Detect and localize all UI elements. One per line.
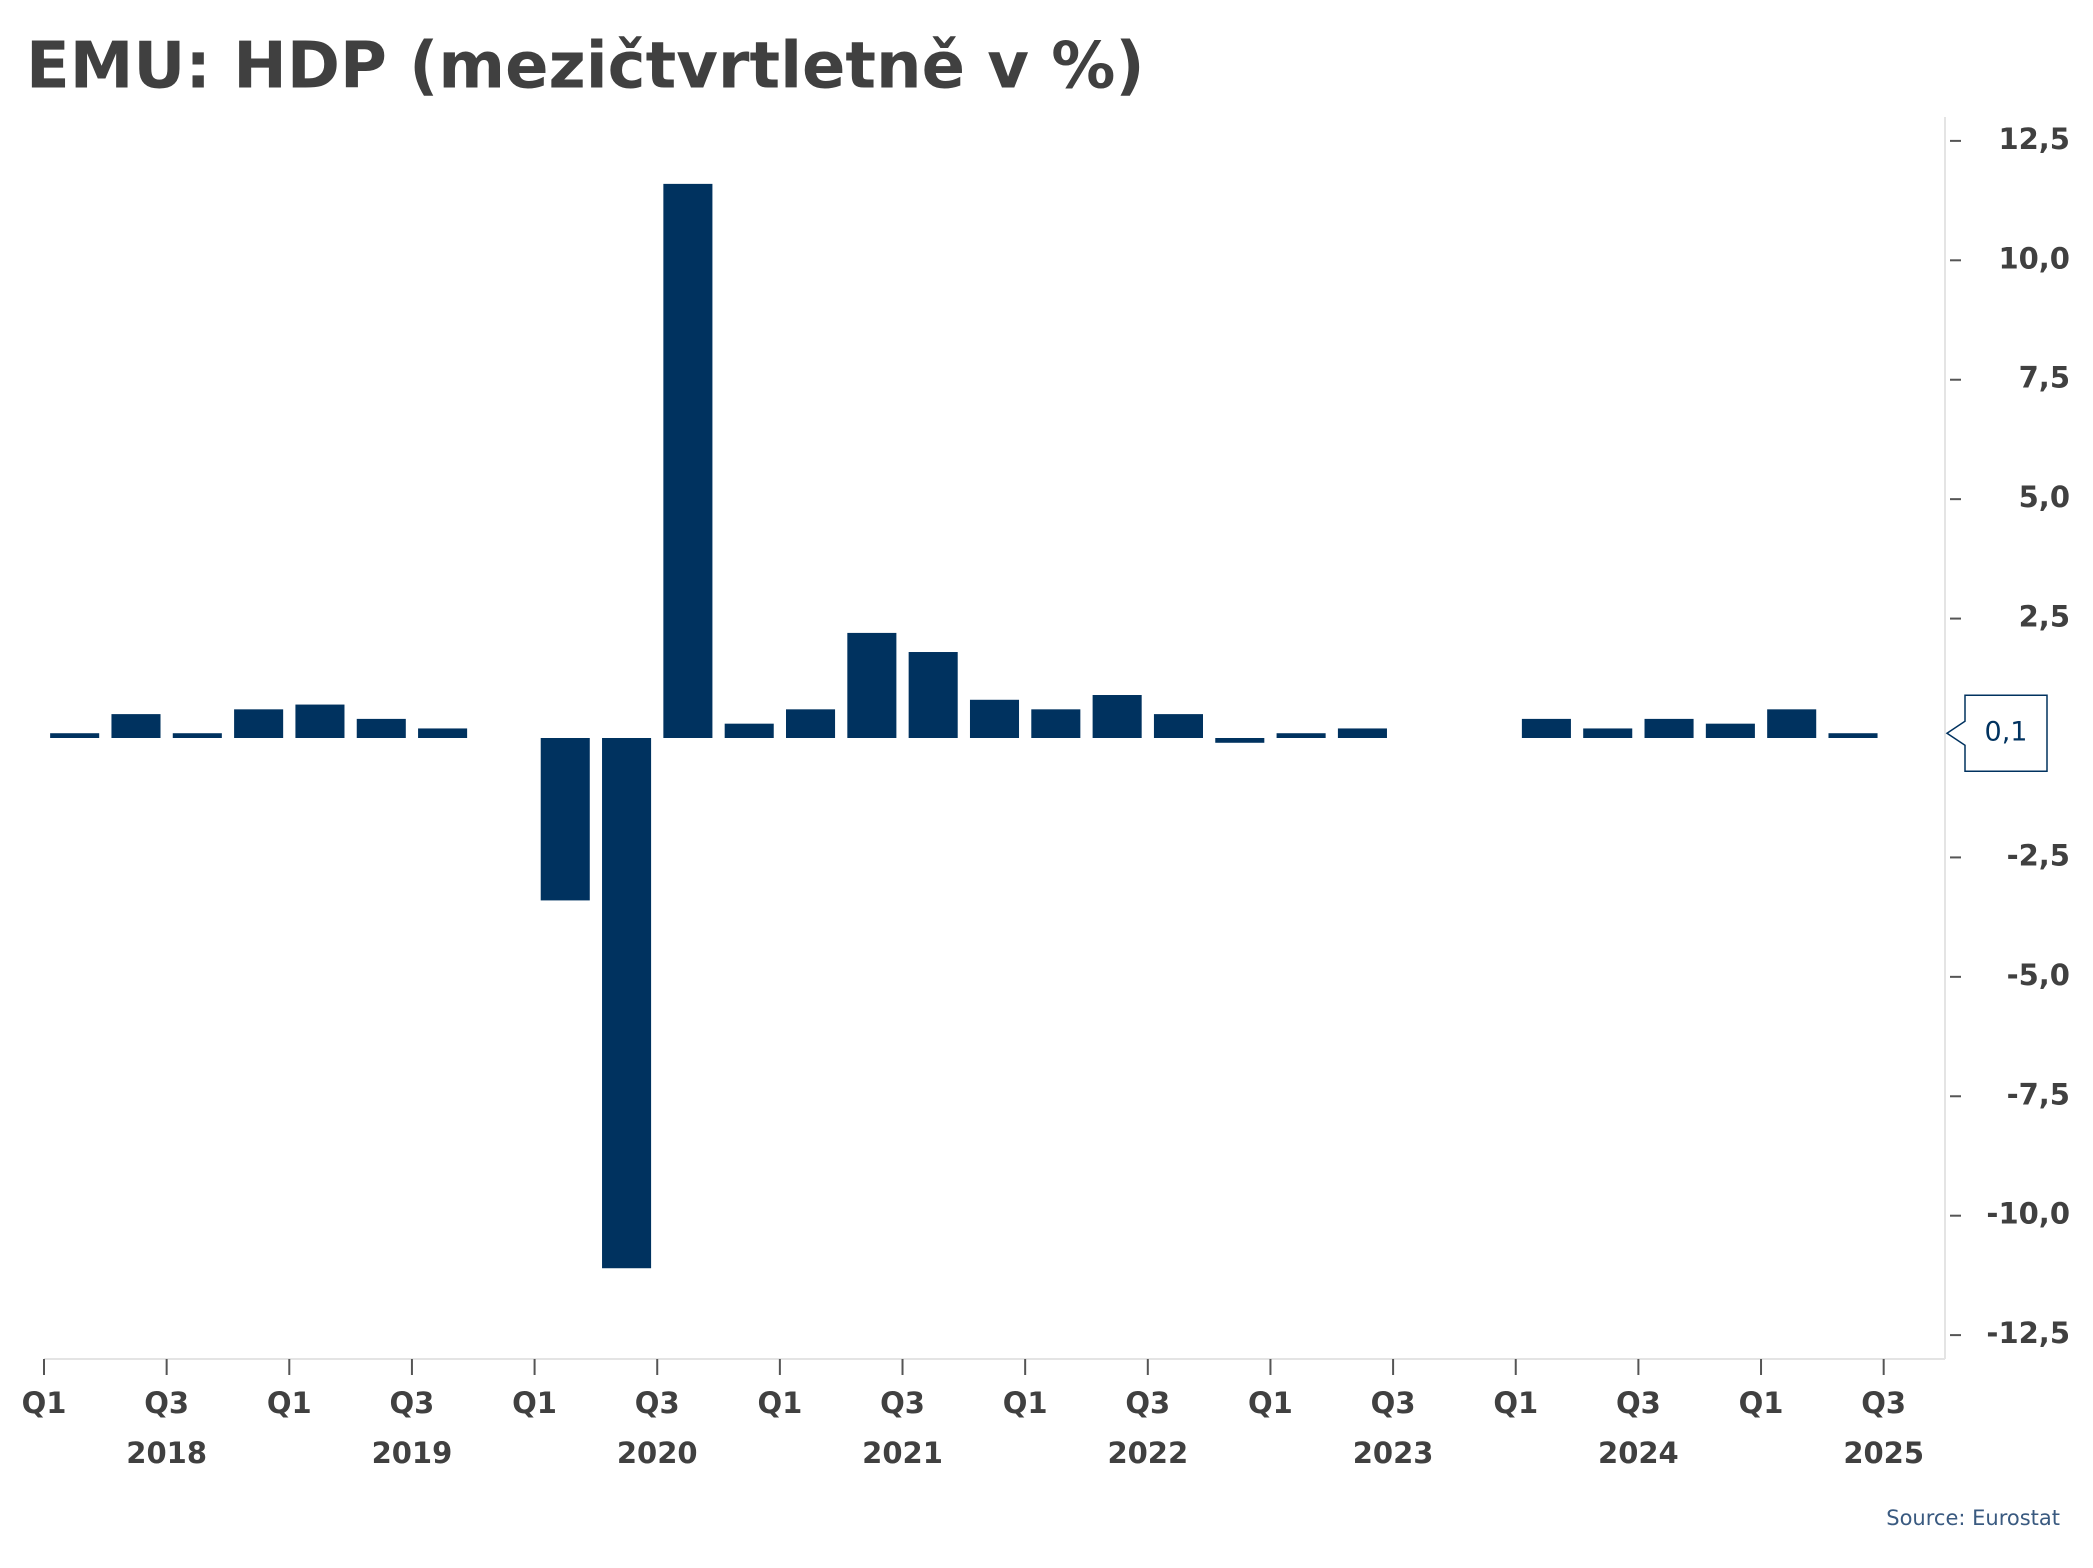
bar	[1644, 718, 1694, 738]
bar	[540, 738, 590, 901]
bar	[724, 723, 774, 738]
x-tick-label: Q3	[635, 1386, 680, 1420]
y-tick-label: -5,0	[2007, 958, 2070, 992]
chart-title: EMU: HDP (mezičtvrtletně v %)	[26, 30, 1145, 104]
year-label: 2022	[1107, 1436, 1188, 1470]
bar	[786, 709, 836, 738]
y-tick-label: 5,0	[2019, 480, 2070, 514]
bar	[111, 714, 161, 738]
bar	[1828, 733, 1878, 738]
callout	[1945, 694, 2048, 772]
y-tick-label: -2,5	[2007, 838, 2070, 872]
x-tick-label: Q3	[390, 1386, 435, 1420]
x-tick-label: Q1	[512, 1386, 557, 1420]
y-tick-label: 10,0	[1998, 241, 2070, 275]
year-label: 2019	[372, 1436, 453, 1470]
bar	[356, 718, 406, 738]
bar	[172, 733, 222, 738]
bar	[1337, 728, 1387, 738]
x-tick-label: Q3	[144, 1386, 189, 1420]
bar	[1215, 738, 1265, 743]
x-tick-label: Q1	[1248, 1386, 1293, 1420]
x-tick-label: Q3	[880, 1386, 925, 1420]
y-tick-label: -12,5	[1986, 1316, 2070, 1350]
bar	[1276, 733, 1326, 738]
year-label: 2020	[617, 1436, 698, 1470]
bar	[1031, 709, 1081, 738]
x-tick-label: Q1	[1493, 1386, 1538, 1420]
x-tick-label: Q3	[1371, 1386, 1416, 1420]
bar	[50, 733, 100, 738]
y-tick-label: 2,5	[2019, 600, 2070, 634]
x-tick-label: Q3	[1125, 1386, 1170, 1420]
bar	[418, 728, 468, 738]
y-tick-label: 7,5	[2019, 361, 2070, 395]
y-tick-label: 12,5	[1998, 122, 2070, 156]
x-tick-label: Q1	[267, 1386, 312, 1420]
y-tick-label: -7,5	[2007, 1077, 2070, 1111]
x-tick-label: Q1	[1003, 1386, 1048, 1420]
year-label: 2024	[1598, 1436, 1679, 1470]
x-tick-label: Q1	[1739, 1386, 1784, 1420]
y-tick-label: -10,0	[1986, 1197, 2070, 1231]
source: Source: Eurostat	[1886, 1506, 2060, 1530]
x-tick-label: Q3	[1616, 1386, 1661, 1420]
bar	[234, 709, 284, 738]
bar	[295, 704, 345, 738]
year-label: 2025	[1843, 1436, 1924, 1470]
bar	[908, 652, 958, 738]
bar	[969, 699, 1020, 738]
x-tick-label: Q1	[757, 1386, 802, 1420]
x-tick-label: Q3	[1861, 1386, 1906, 1420]
year-label: 2021	[862, 1436, 943, 1470]
bar	[1521, 718, 1571, 738]
bar	[847, 632, 897, 738]
year-label: 2023	[1353, 1436, 1434, 1470]
value-label: 0,1	[1985, 717, 2028, 748]
bar	[663, 183, 713, 738]
x-tick-label: Q1	[22, 1386, 67, 1420]
year-label: 2018	[126, 1436, 207, 1470]
bar	[602, 738, 652, 1269]
bar	[1153, 714, 1203, 738]
bar	[1705, 723, 1755, 738]
bar	[1583, 728, 1633, 738]
bar	[1092, 695, 1142, 738]
bar	[1767, 709, 1817, 738]
